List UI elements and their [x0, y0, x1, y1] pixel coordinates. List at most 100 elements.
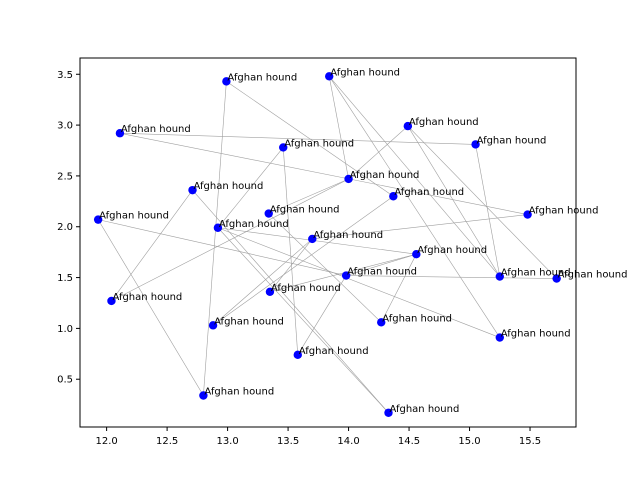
- edge-line: [217, 147, 284, 228]
- edge-line: [348, 125, 409, 180]
- edge-line: [119, 132, 476, 145]
- point-label: Afghan hound: [284, 138, 354, 149]
- data-point: [265, 287, 275, 297]
- data-point: [384, 408, 393, 417]
- edge-line: [98, 219, 347, 276]
- plot-frame: [79, 57, 577, 428]
- point-label: Afghan hound: [313, 230, 383, 241]
- data-point: [222, 77, 231, 86]
- data-point: [115, 129, 125, 138]
- point-label: Afghan hound: [477, 135, 547, 146]
- edge-line: [217, 227, 389, 413]
- point-label: Afghan hound: [121, 124, 191, 135]
- y-axis: 0.5 1.0 1.5 2.0 2.5 3.0 3.5: [57, 70, 80, 386]
- point-label: Afghan hound: [409, 117, 479, 128]
- y-tick-label: 2.5: [57, 171, 73, 182]
- x-tick-label: 13.5: [277, 436, 299, 447]
- edge-line: [203, 81, 227, 396]
- data-point: [341, 271, 351, 280]
- data-point: [412, 249, 421, 259]
- x-tick-label: 15.0: [458, 436, 480, 447]
- x-tick-label: 15.5: [519, 436, 541, 447]
- edge-line: [268, 178, 349, 214]
- x-tick-label: 14.5: [398, 436, 420, 447]
- point-label: Afghan hound: [219, 219, 289, 230]
- data-point: [213, 223, 223, 232]
- data-point: [264, 209, 273, 218]
- data-point: [308, 234, 317, 244]
- x-tick-label: 13.0: [216, 436, 238, 447]
- edge-line: [407, 125, 501, 277]
- edge-line: [475, 144, 501, 277]
- edge-line: [328, 76, 501, 338]
- point-label: Afghan hound: [382, 313, 452, 324]
- edge-line: [217, 227, 500, 338]
- point-label: Afghan hound: [299, 346, 369, 357]
- point-layer: [93, 72, 561, 417]
- edge-line: [217, 227, 417, 255]
- data-point: [344, 174, 353, 184]
- y-tick-label: 2.0: [57, 222, 73, 233]
- data-point: [523, 210, 532, 219]
- x-tick-label: 12.5: [156, 436, 178, 447]
- data-point: [199, 391, 208, 400]
- point-label: Afghan hound: [330, 67, 400, 78]
- point-label: Afghan hound: [394, 187, 464, 198]
- point-label: Afghan hound: [270, 205, 340, 216]
- edge-line: [212, 238, 313, 326]
- data-point: [293, 350, 302, 360]
- point-label: Afghan hound: [112, 292, 182, 303]
- point-label: Afghan hound: [529, 206, 599, 217]
- x-tick-label: 12.0: [95, 436, 117, 447]
- point-label: Afghan hound: [389, 404, 459, 415]
- edge-line: [269, 238, 313, 292]
- edge-line: [407, 125, 557, 279]
- data-point: [208, 321, 218, 330]
- edge-line: [111, 189, 193, 302]
- point-label: Afghan hound: [214, 316, 284, 327]
- y-tick-label: 3.0: [57, 121, 73, 132]
- edge-line: [226, 81, 394, 197]
- data-point: [93, 215, 103, 224]
- data-point: [552, 274, 561, 283]
- data-point: [403, 121, 413, 131]
- point-label: Afghan hound: [501, 268, 571, 279]
- point-label: Afghan hound: [227, 72, 297, 83]
- data-point: [495, 333, 504, 342]
- y-tick-label: 1.5: [57, 273, 73, 284]
- edge-line: [282, 147, 299, 355]
- point-label: Afghan hound: [347, 267, 417, 278]
- data-point: [279, 143, 288, 152]
- x-axis: 12.0 12.5 13.0 13.5 14.0 14.5 15.0 15.5: [95, 427, 541, 447]
- y-tick-label: 3.5: [57, 70, 73, 81]
- edge-line: [346, 275, 557, 279]
- edge-line: [119, 132, 528, 215]
- point-label: Afghan hound: [350, 170, 420, 181]
- data-point: [471, 140, 480, 149]
- data-point: [389, 192, 398, 201]
- edge-line: [312, 214, 528, 240]
- point-label: Afghan hound: [204, 386, 274, 397]
- edge-line: [268, 213, 382, 323]
- point-label: Afghan hound: [271, 283, 341, 294]
- edge-line: [328, 76, 349, 180]
- data-point: [325, 72, 334, 81]
- edge-layer: [97, 76, 557, 413]
- point-label: Afghan hound: [558, 270, 628, 281]
- edge-line: [111, 178, 349, 302]
- edge-line: [346, 253, 417, 276]
- data-point: [188, 185, 197, 195]
- y-tick-label: 0.5: [57, 375, 73, 386]
- edge-line: [297, 275, 347, 355]
- edge-line: [380, 254, 417, 323]
- x-tick-label: 14.0: [337, 436, 359, 447]
- y-tick-label: 1.0: [57, 324, 73, 335]
- point-label-layer: Afghan hound Afghan hound Afghan hound Afgh…: [99, 67, 627, 414]
- point-label: Afghan hound: [194, 181, 264, 192]
- edge-line: [192, 189, 389, 413]
- point-label: Afghan hound: [417, 245, 487, 256]
- data-point: [495, 272, 504, 281]
- data-point: [107, 296, 116, 306]
- edge-line: [97, 219, 204, 396]
